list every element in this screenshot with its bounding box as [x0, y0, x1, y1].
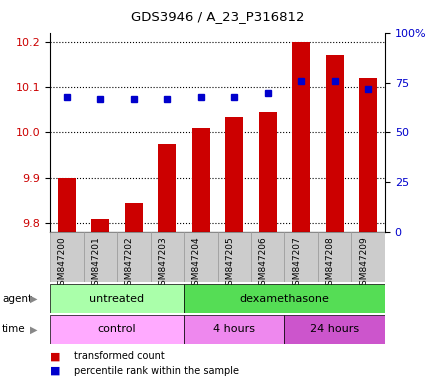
Bar: [325, 55, 343, 232]
Bar: [158, 144, 176, 232]
Bar: [83, 232, 117, 282]
Text: GSM847205: GSM847205: [225, 236, 234, 291]
Bar: [284, 232, 317, 282]
Text: ■: ■: [50, 351, 60, 361]
Text: GSM847209: GSM847209: [358, 236, 367, 291]
Bar: [184, 232, 217, 282]
Text: ▶: ▶: [30, 294, 37, 304]
Bar: [358, 78, 377, 232]
Bar: [217, 232, 250, 282]
Text: GSM847207: GSM847207: [292, 236, 300, 291]
Bar: [124, 203, 143, 232]
Text: GSM847206: GSM847206: [258, 236, 267, 291]
Text: GSM847201: GSM847201: [91, 236, 100, 291]
Bar: [351, 232, 384, 282]
Text: ▶: ▶: [30, 324, 37, 334]
Bar: [258, 112, 276, 232]
Text: GSM847204: GSM847204: [191, 236, 201, 291]
Bar: [117, 232, 150, 282]
Bar: [224, 117, 243, 232]
Text: 4 hours: 4 hours: [213, 324, 255, 334]
Bar: [150, 232, 184, 282]
Bar: [250, 232, 284, 282]
Text: GSM847200: GSM847200: [58, 236, 67, 291]
Bar: [91, 219, 109, 232]
Text: percentile rank within the sample: percentile rank within the sample: [74, 366, 238, 376]
Text: transformed count: transformed count: [74, 351, 164, 361]
Bar: [50, 315, 184, 344]
Text: 24 hours: 24 hours: [309, 324, 358, 334]
Text: dexamethasone: dexamethasone: [239, 293, 329, 304]
Bar: [57, 178, 76, 232]
Bar: [191, 128, 210, 232]
Text: ■: ■: [50, 366, 60, 376]
Bar: [291, 42, 310, 232]
Text: agent: agent: [2, 294, 32, 304]
Bar: [284, 315, 384, 344]
Text: GSM847202: GSM847202: [125, 236, 134, 291]
Bar: [50, 284, 184, 313]
Text: time: time: [2, 324, 26, 334]
Text: GDS3946 / A_23_P316812: GDS3946 / A_23_P316812: [131, 10, 303, 23]
Text: GSM847203: GSM847203: [158, 236, 167, 291]
Text: control: control: [98, 324, 136, 334]
Bar: [317, 232, 351, 282]
Text: GSM847208: GSM847208: [325, 236, 334, 291]
Bar: [184, 284, 384, 313]
Bar: [50, 232, 83, 282]
Text: untreated: untreated: [89, 293, 144, 304]
Bar: [184, 315, 284, 344]
